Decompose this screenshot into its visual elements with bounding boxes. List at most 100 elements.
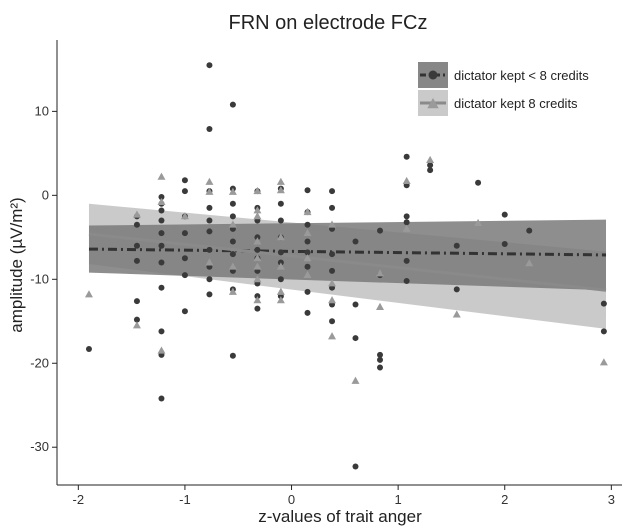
data-point-circle xyxy=(329,267,336,274)
data-point-triangle xyxy=(205,187,214,195)
data-point-circle xyxy=(377,356,384,363)
data-point-circle xyxy=(158,328,165,335)
data-point-triangle xyxy=(276,233,285,241)
data-point-triangle xyxy=(276,287,285,295)
data-point-triangle xyxy=(253,237,262,245)
data-point-circle xyxy=(133,316,140,323)
data-point-circle xyxy=(229,352,236,359)
fit-line-series-2 xyxy=(88,232,607,292)
data-point-triangle xyxy=(328,279,337,287)
data-point-triangle xyxy=(351,376,360,384)
data-point-circle xyxy=(206,291,213,298)
data-points xyxy=(84,62,608,470)
data-point-triangle xyxy=(376,302,384,310)
x-tick-label: -2 xyxy=(73,492,85,507)
confidence-band-series-1 xyxy=(88,219,607,291)
data-point-circle xyxy=(526,227,533,234)
data-point-circle xyxy=(304,309,311,316)
data-point-circle xyxy=(304,187,311,194)
data-point-circle xyxy=(133,242,140,249)
data-point-triangle xyxy=(402,176,411,184)
data-point-circle xyxy=(352,238,359,245)
data-point-circle xyxy=(427,162,434,169)
data-point-triangle xyxy=(253,206,262,214)
data-point-circle xyxy=(181,255,188,262)
data-point-circle xyxy=(181,230,188,237)
data-point-circle xyxy=(158,242,165,249)
data-point-circle xyxy=(403,257,410,264)
data-point-circle xyxy=(229,200,236,207)
data-point-triangle xyxy=(253,212,262,220)
data-point-triangle xyxy=(157,346,166,354)
data-point-triangle xyxy=(328,332,337,340)
data-point-triangle xyxy=(253,186,262,195)
data-point-triangle xyxy=(157,197,166,205)
data-point-circle xyxy=(475,179,482,186)
data-point-circle xyxy=(133,298,140,305)
data-point-triangle xyxy=(228,287,237,295)
data-point-triangle xyxy=(253,275,262,283)
data-point-circle xyxy=(403,219,410,226)
data-point-triangle xyxy=(525,259,534,267)
data-point-circle xyxy=(377,351,384,358)
data-point-triangle xyxy=(157,172,166,180)
data-point-circle xyxy=(181,177,188,184)
data-point-circle xyxy=(206,204,213,211)
data-point-circle xyxy=(181,308,188,315)
data-point-circle xyxy=(133,221,140,228)
data-point-circle xyxy=(329,188,336,195)
data-point-circle xyxy=(600,300,607,307)
data-point-triangle xyxy=(253,296,262,304)
data-point-circle xyxy=(206,246,213,253)
data-point-circle xyxy=(352,335,359,342)
data-point-triangle xyxy=(132,210,141,218)
fit-lines xyxy=(88,232,607,292)
data-point-circle xyxy=(403,277,410,284)
data-point-circle xyxy=(377,364,384,371)
data-point-circle xyxy=(133,257,140,264)
data-point-circle xyxy=(329,318,336,325)
legend-marker-circle xyxy=(428,70,438,80)
data-point-circle xyxy=(403,213,410,220)
data-point-circle xyxy=(206,62,213,69)
data-point-circle xyxy=(158,194,165,201)
data-point-triangle xyxy=(253,254,262,262)
data-point-triangle xyxy=(180,212,189,220)
data-point-circle xyxy=(158,395,165,402)
legend-label-series-2: dictator kept 8 credits xyxy=(454,96,578,111)
data-point-circle xyxy=(229,251,236,258)
legend-label-series-1: dictator kept < 8 credits xyxy=(454,68,589,83)
data-point-triangle xyxy=(376,269,384,277)
confidence-bands xyxy=(88,203,607,329)
data-point-circle xyxy=(158,284,165,291)
x-tick-label: 2 xyxy=(501,492,508,507)
data-point-circle xyxy=(206,276,213,283)
data-point-circle xyxy=(453,242,460,249)
data-point-circle xyxy=(158,217,165,224)
data-point-circle xyxy=(206,126,213,132)
data-point-triangle xyxy=(303,228,312,237)
data-point-triangle xyxy=(132,321,141,329)
data-point-triangle xyxy=(276,262,285,270)
data-point-circle xyxy=(304,238,311,245)
x-tick-label: -1 xyxy=(179,492,191,507)
data-point-triangle xyxy=(205,177,214,185)
y-tick-label: 10 xyxy=(35,103,49,118)
data-point-triangle xyxy=(253,262,262,270)
data-point-triangle xyxy=(228,262,237,270)
data-point-circle xyxy=(304,249,311,256)
data-point-circle xyxy=(85,345,92,352)
data-point-circle xyxy=(277,217,284,224)
data-point-circle xyxy=(277,249,284,256)
data-point-circle xyxy=(403,153,410,160)
data-point-triangle xyxy=(228,187,237,195)
data-point-triangle xyxy=(402,224,411,232)
chart-title: FRN on electrode FCz xyxy=(229,12,428,34)
data-point-circle xyxy=(304,263,311,270)
x-axis: -2 -1 0 1 2 3 xyxy=(57,484,622,507)
y-tick-label: -20 xyxy=(30,355,49,370)
data-point-triangle xyxy=(303,270,312,279)
legend-marker-triangle xyxy=(427,98,439,109)
data-point-triangle xyxy=(276,186,285,194)
